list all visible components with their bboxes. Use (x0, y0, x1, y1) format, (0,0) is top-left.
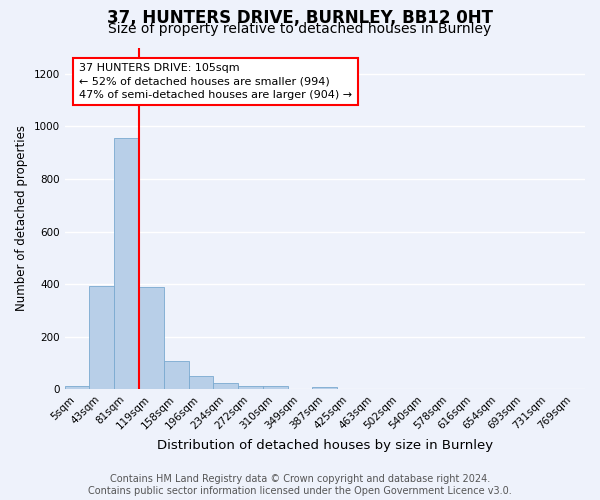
Bar (214, 383, 238, 390)
Text: 37, HUNTERS DRIVE, BURNLEY, BB12 0HT: 37, HUNTERS DRIVE, BURNLEY, BB12 0HT (107, 9, 493, 27)
X-axis label: Distribution of detached houses by size in Burnley: Distribution of detached houses by size … (157, 440, 493, 452)
Bar (164, 360, 188, 390)
Bar (139, 287, 164, 390)
Text: Contains HM Land Registry data © Crown copyright and database right 2024.
Contai: Contains HM Land Registry data © Crown c… (88, 474, 512, 496)
Bar (89, 286, 114, 390)
Bar (188, 376, 214, 390)
Bar (114, 138, 139, 390)
Y-axis label: Number of detached properties: Number of detached properties (15, 126, 28, 312)
Bar (313, 387, 337, 390)
Bar (238, 386, 263, 390)
Text: Size of property relative to detached houses in Burnley: Size of property relative to detached ho… (109, 22, 491, 36)
Text: 37 HUNTERS DRIVE: 105sqm
← 52% of detached houses are smaller (994)
47% of semi-: 37 HUNTERS DRIVE: 105sqm ← 52% of detach… (79, 64, 352, 100)
Bar (65, 386, 89, 390)
Bar (263, 386, 287, 390)
